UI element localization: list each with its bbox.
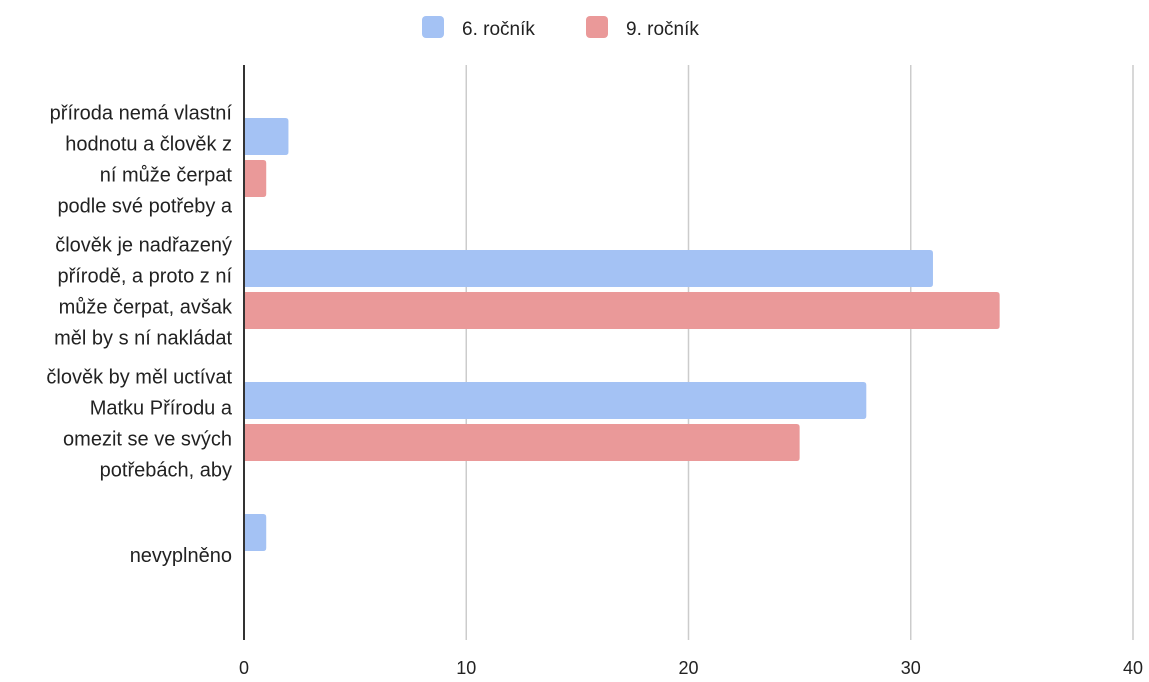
category-label-line: měl by s ní nakládat bbox=[54, 328, 232, 350]
x-tick-label-30: 30 bbox=[901, 658, 921, 677]
category-label-line: člověk by měl uctívat bbox=[46, 367, 232, 389]
x-axis-tick-labels: 0 10 20 30 40 bbox=[239, 658, 1143, 678]
gridlines bbox=[465, 65, 1134, 640]
category-label-line: přírodě, a proto z ní bbox=[57, 266, 232, 288]
category-label-line: ní může čerpat bbox=[100, 165, 233, 187]
bar-series1-cat4 bbox=[244, 514, 267, 551]
category-label-line: hodnotu a člověk z bbox=[65, 134, 232, 156]
category-label-line: příroda nemá vlastní bbox=[50, 103, 233, 125]
bars bbox=[244, 118, 1000, 551]
x-tick-label-20: 20 bbox=[678, 658, 698, 677]
legend-label: 9. ročník bbox=[626, 19, 699, 40]
x-tick-label-40: 40 bbox=[1123, 658, 1143, 677]
category-label-1: příroda nemá vlastní hodnotu a člověk z ní… bbox=[50, 103, 233, 218]
bar-series2-cat2 bbox=[244, 292, 1000, 329]
x-tick-label-10: 10 bbox=[456, 658, 476, 677]
category-labels: příroda nemá vlastní hodnotu a člověk z ní… bbox=[46, 103, 233, 568]
legend-label: 6. ročník bbox=[462, 19, 535, 40]
category-label-line: nevyplněno bbox=[130, 545, 232, 567]
legend-swatch bbox=[422, 16, 444, 38]
bar-series1-cat3 bbox=[244, 382, 867, 419]
bar-series2-cat1 bbox=[244, 160, 267, 197]
category-label-3: člověk by měl uctívat Matku Přírodu a omez… bbox=[46, 367, 232, 482]
bar-series1-cat1 bbox=[244, 118, 289, 155]
category-label-line: podle své potřeby a bbox=[57, 196, 232, 218]
bar-series2-cat3 bbox=[244, 424, 800, 461]
legend-item-1: 6. ročník bbox=[422, 16, 535, 40]
category-label-2: člověk je nadřazený přírodě, a proto z ní… bbox=[54, 235, 233, 350]
category-label-line: člověk je nadřazený bbox=[55, 235, 232, 257]
category-label-line: může čerpat, avšak bbox=[59, 297, 233, 319]
category-label-line: Matku Přírodu a bbox=[90, 398, 233, 420]
x-tick-label-0: 0 bbox=[239, 658, 249, 677]
category-label-4: nevyplněno bbox=[130, 545, 232, 567]
legend-item-2: 9. ročník bbox=[586, 16, 699, 40]
legend-swatch bbox=[586, 16, 608, 38]
category-label-line: potřebách, aby bbox=[100, 460, 232, 482]
legend: 6. ročník 9. ročník bbox=[422, 16, 699, 40]
bar-series1-cat2 bbox=[244, 250, 933, 287]
category-label-line: omezit se ve svých bbox=[63, 429, 232, 451]
